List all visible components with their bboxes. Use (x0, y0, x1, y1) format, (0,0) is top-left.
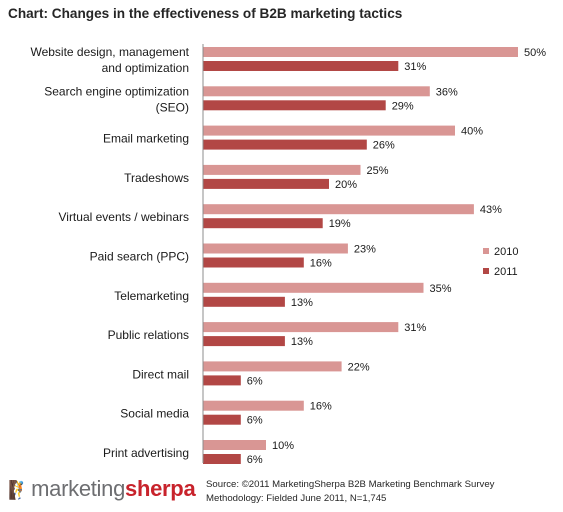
bar-2010 (203, 125, 455, 136)
data-label: 13% (291, 297, 313, 309)
data-label: 23% (354, 244, 376, 256)
bar-chart: Website design, management and optimizati… (30, 44, 546, 466)
source-line: Source: ©2011 MarketingSherpa B2B Market… (206, 479, 495, 490)
bar-2011 (203, 218, 323, 229)
bar-2011 (203, 454, 241, 464)
bar-2011 (203, 100, 386, 111)
category-label: Tradeshows (124, 171, 189, 185)
category-label: Paid search (PPC) (90, 250, 189, 264)
footer: 🧗marketingsherpa Source: ©2011 Marketing… (8, 470, 556, 510)
bar-2011 (203, 296, 285, 307)
data-label: 36% (436, 86, 458, 98)
logo-text-sherpa: sherpa (125, 476, 196, 501)
bar-2010 (203, 400, 304, 411)
bar-2010 (203, 86, 430, 97)
legend-swatch-2010 (483, 248, 489, 254)
bar-2010 (203, 243, 348, 254)
data-label: 19% (329, 218, 351, 230)
bar-2010 (203, 164, 361, 175)
data-label: 29% (392, 100, 414, 112)
category-label: Email marketing (103, 132, 189, 146)
bar-2010 (203, 204, 474, 215)
data-label: 26% (373, 140, 395, 152)
legend-label-2010: 2010 (494, 246, 518, 258)
bar-2011 (203, 375, 241, 386)
data-label: 16% (310, 258, 332, 270)
category-label: Search engine optimization (44, 84, 189, 98)
bar-2010 (203, 322, 399, 333)
data-label: 20% (335, 179, 357, 191)
bar-2010 (203, 282, 424, 293)
bar-2011 (203, 414, 241, 425)
bar-2010 (203, 361, 342, 372)
bar-2011 (203, 178, 329, 189)
bar-2011 (203, 257, 304, 268)
category-label: and optimization (102, 61, 189, 75)
data-label: 13% (291, 336, 313, 348)
category-label: Print advertising (103, 446, 189, 460)
data-label: 31% (404, 322, 426, 334)
data-label: 16% (310, 401, 332, 413)
category-label: Public relations (108, 328, 189, 342)
data-label: 6% (247, 375, 263, 387)
bar-2010 (203, 440, 266, 450)
marketingsherpa-logo: 🧗marketingsherpa (8, 476, 196, 502)
bar-2011 (203, 139, 367, 150)
data-label: 50% (524, 47, 546, 59)
data-label: 6% (247, 415, 263, 427)
category-label: (SEO) (156, 100, 189, 114)
bar-2010 (203, 47, 518, 57)
data-label: 10% (272, 440, 294, 452)
bar-2011 (203, 336, 285, 347)
category-label: Social media (120, 407, 189, 421)
data-label: 31% (404, 61, 426, 73)
methodology-line: Methodology: Fielded June 2011, N=1,745 (206, 493, 387, 504)
bar-2011 (203, 61, 399, 71)
data-label: 43% (480, 204, 502, 216)
chart-title: Chart: Changes in the effectiveness of B… (8, 6, 403, 21)
sherpa-figure-icon: 🧗 (8, 480, 31, 500)
data-label: 35% (430, 283, 452, 295)
logo-text-marketing: marketing (31, 476, 126, 501)
legend-swatch-2011 (483, 268, 489, 274)
data-label: 6% (247, 454, 263, 466)
data-label: 22% (348, 361, 370, 373)
data-label: 25% (367, 165, 389, 177)
category-label: Website design, management (30, 45, 189, 59)
category-label: Telemarketing (114, 289, 189, 303)
data-label: 40% (461, 126, 483, 138)
legend-label-2011: 2011 (494, 266, 518, 278)
source-note: Source: ©2011 MarketingSherpa B2B Market… (206, 478, 494, 506)
category-label: Virtual events / webinars (58, 210, 189, 224)
category-label: Direct mail (132, 367, 189, 381)
